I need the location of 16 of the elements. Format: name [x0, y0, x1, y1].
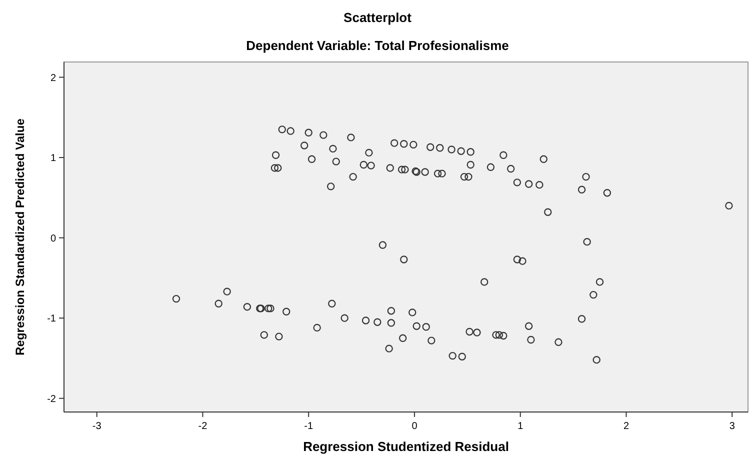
y-tick-label: -2 — [47, 394, 56, 405]
y-tick-label: 2 — [50, 72, 56, 84]
y-tick-label: 1 — [50, 153, 56, 164]
y-tick-label: 0 — [50, 233, 56, 244]
x-tick-label: 3 — [729, 421, 736, 432]
x-tick-label: -2 — [198, 421, 208, 432]
y-tick-label: -1 — [47, 314, 56, 325]
x-tick-label: 0 — [412, 421, 418, 432]
x-tick-label: 1 — [518, 421, 524, 432]
chart-subtitle: Dependent Variable: Total Profesionalisme — [246, 38, 509, 53]
x-tick-label: -1 — [304, 421, 314, 432]
x-tick-label: 2 — [623, 421, 630, 432]
x-tick-label: -3 — [92, 421, 102, 432]
x-axis-title: Regression Studentized Residual — [303, 439, 509, 454]
y-axis-title: Regression Standardized Predicted Value — [13, 118, 27, 356]
chart-title: Scatterplot — [344, 10, 412, 25]
